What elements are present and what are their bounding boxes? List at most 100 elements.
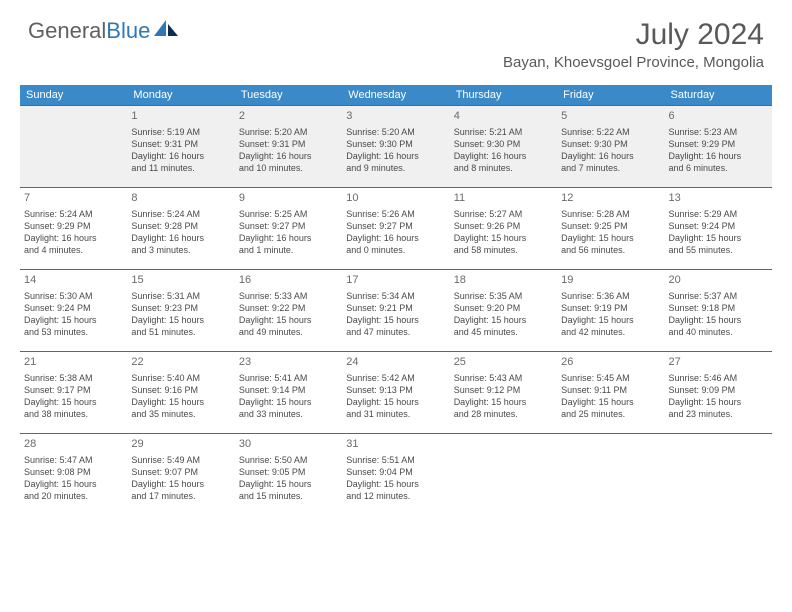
location-text: Bayan, Khoevsgoel Province, Mongolia: [503, 54, 764, 71]
day-cell: 5Sunrise: 5:22 AMSunset: 9:30 PMDaylight…: [557, 106, 664, 188]
day-info-line: Sunrise: 5:40 AM: [131, 372, 230, 384]
day-info-line: and 53 minutes.: [24, 326, 123, 338]
day-info-line: Sunset: 9:04 PM: [346, 466, 445, 478]
day-info-line: Sunrise: 5:21 AM: [454, 126, 553, 138]
day-info-line: Sunrise: 5:23 AM: [669, 126, 768, 138]
week-row: 28Sunrise: 5:47 AMSunset: 9:08 PMDayligh…: [20, 434, 772, 516]
day-header-wednesday: Wednesday: [342, 85, 449, 106]
day-info-line: Sunset: 9:22 PM: [239, 302, 338, 314]
day-info-line: Daylight: 15 hours: [454, 314, 553, 326]
day-info-line: Sunrise: 5:49 AM: [131, 454, 230, 466]
day-info-line: and 55 minutes.: [669, 244, 768, 256]
day-info-line: Sunset: 9:07 PM: [131, 466, 230, 478]
day-info-line: Sunrise: 5:42 AM: [346, 372, 445, 384]
day-number: 3: [346, 109, 445, 124]
day-info-line: Sunset: 9:30 PM: [561, 138, 660, 150]
day-info-line: Sunrise: 5:50 AM: [239, 454, 338, 466]
day-info-line: Sunrise: 5:19 AM: [131, 126, 230, 138]
day-number: 4: [454, 109, 553, 124]
day-cell: 7Sunrise: 5:24 AMSunset: 9:29 PMDaylight…: [20, 188, 127, 270]
day-info-line: and 11 minutes.: [131, 162, 230, 174]
day-info-line: and 12 minutes.: [346, 490, 445, 502]
day-number: 11: [454, 191, 553, 206]
day-info-line: and 0 minutes.: [346, 244, 445, 256]
day-info-line: Sunset: 9:20 PM: [454, 302, 553, 314]
day-info-line: and 17 minutes.: [131, 490, 230, 502]
day-header-sunday: Sunday: [20, 85, 127, 106]
day-number: 30: [239, 437, 338, 452]
day-info-line: Daylight: 15 hours: [669, 232, 768, 244]
day-cell: 2Sunrise: 5:20 AMSunset: 9:31 PMDaylight…: [235, 106, 342, 188]
day-info-line: Sunset: 9:23 PM: [131, 302, 230, 314]
day-info-line: Sunrise: 5:22 AM: [561, 126, 660, 138]
day-info-line: Daylight: 16 hours: [346, 232, 445, 244]
day-info-line: Sunrise: 5:51 AM: [346, 454, 445, 466]
day-cell: 8Sunrise: 5:24 AMSunset: 9:28 PMDaylight…: [127, 188, 234, 270]
day-info-line: Sunset: 9:30 PM: [454, 138, 553, 150]
day-info-line: Daylight: 16 hours: [346, 150, 445, 162]
day-info-line: Daylight: 16 hours: [239, 150, 338, 162]
day-info-line: and 45 minutes.: [454, 326, 553, 338]
day-cell: 21Sunrise: 5:38 AMSunset: 9:17 PMDayligh…: [20, 352, 127, 434]
day-cell: 31Sunrise: 5:51 AMSunset: 9:04 PMDayligh…: [342, 434, 449, 516]
day-info-line: Daylight: 15 hours: [24, 478, 123, 490]
day-number: 29: [131, 437, 230, 452]
day-number: 27: [669, 355, 768, 370]
day-info-line: Sunrise: 5:34 AM: [346, 290, 445, 302]
day-cell: [557, 434, 664, 516]
week-row: 21Sunrise: 5:38 AMSunset: 9:17 PMDayligh…: [20, 352, 772, 434]
day-number: 26: [561, 355, 660, 370]
day-info-line: and 56 minutes.: [561, 244, 660, 256]
day-number: 1: [131, 109, 230, 124]
day-header-monday: Monday: [127, 85, 234, 106]
logo: GeneralBlue: [28, 18, 180, 44]
day-info-line: Sunset: 9:05 PM: [239, 466, 338, 478]
day-cell: 30Sunrise: 5:50 AMSunset: 9:05 PMDayligh…: [235, 434, 342, 516]
day-cell: 1Sunrise: 5:19 AMSunset: 9:31 PMDaylight…: [127, 106, 234, 188]
day-info-line: Sunset: 9:13 PM: [346, 384, 445, 396]
day-info-line: Daylight: 15 hours: [131, 396, 230, 408]
day-info-line: Sunset: 9:16 PM: [131, 384, 230, 396]
day-info-line: and 8 minutes.: [454, 162, 553, 174]
day-cell: 26Sunrise: 5:45 AMSunset: 9:11 PMDayligh…: [557, 352, 664, 434]
day-info-line: and 58 minutes.: [454, 244, 553, 256]
day-number: 16: [239, 273, 338, 288]
day-info-line: and 4 minutes.: [24, 244, 123, 256]
day-info-line: Sunset: 9:12 PM: [454, 384, 553, 396]
month-title: July 2024: [503, 18, 764, 52]
day-info-line: Daylight: 16 hours: [131, 232, 230, 244]
day-info-line: Daylight: 16 hours: [454, 150, 553, 162]
day-number: 12: [561, 191, 660, 206]
day-number: 21: [24, 355, 123, 370]
day-number: 5: [561, 109, 660, 124]
day-number: 15: [131, 273, 230, 288]
day-info-line: and 25 minutes.: [561, 408, 660, 420]
day-cell: 3Sunrise: 5:20 AMSunset: 9:30 PMDaylight…: [342, 106, 449, 188]
day-info-line: Daylight: 15 hours: [669, 396, 768, 408]
day-info-line: and 33 minutes.: [239, 408, 338, 420]
week-row: 1Sunrise: 5:19 AMSunset: 9:31 PMDaylight…: [20, 106, 772, 188]
day-info-line: Daylight: 15 hours: [24, 314, 123, 326]
day-info-line: Daylight: 15 hours: [454, 396, 553, 408]
day-info-line: Sunrise: 5:27 AM: [454, 208, 553, 220]
day-number: 7: [24, 191, 123, 206]
day-number: 28: [24, 437, 123, 452]
day-info-line: Daylight: 15 hours: [24, 396, 123, 408]
day-cell: 4 Sunrise: 5:21 AMSunset: 9:30 PMDaylight…: [450, 106, 557, 188]
day-info-line: and 9 minutes.: [346, 162, 445, 174]
day-info-line: and 38 minutes.: [24, 408, 123, 420]
day-cell: 18Sunrise: 5:35 AMSunset: 9:20 PMDayligh…: [450, 270, 557, 352]
day-info-line: Sunrise: 5:38 AM: [24, 372, 123, 384]
day-cell: 23Sunrise: 5:41 AMSunset: 9:14 PMDayligh…: [235, 352, 342, 434]
day-info-line: and 31 minutes.: [346, 408, 445, 420]
day-info-line: Sunset: 9:29 PM: [669, 138, 768, 150]
week-row: 14Sunrise: 5:30 AMSunset: 9:24 PMDayligh…: [20, 270, 772, 352]
day-info-line: Daylight: 15 hours: [239, 314, 338, 326]
day-number: 2: [239, 109, 338, 124]
day-info-line: and 15 minutes.: [239, 490, 338, 502]
day-number: 10: [346, 191, 445, 206]
day-info-line: Sunset: 9:18 PM: [669, 302, 768, 314]
day-info-line: Daylight: 16 hours: [131, 150, 230, 162]
day-info-line: and 7 minutes.: [561, 162, 660, 174]
day-header-friday: Friday: [557, 85, 664, 106]
